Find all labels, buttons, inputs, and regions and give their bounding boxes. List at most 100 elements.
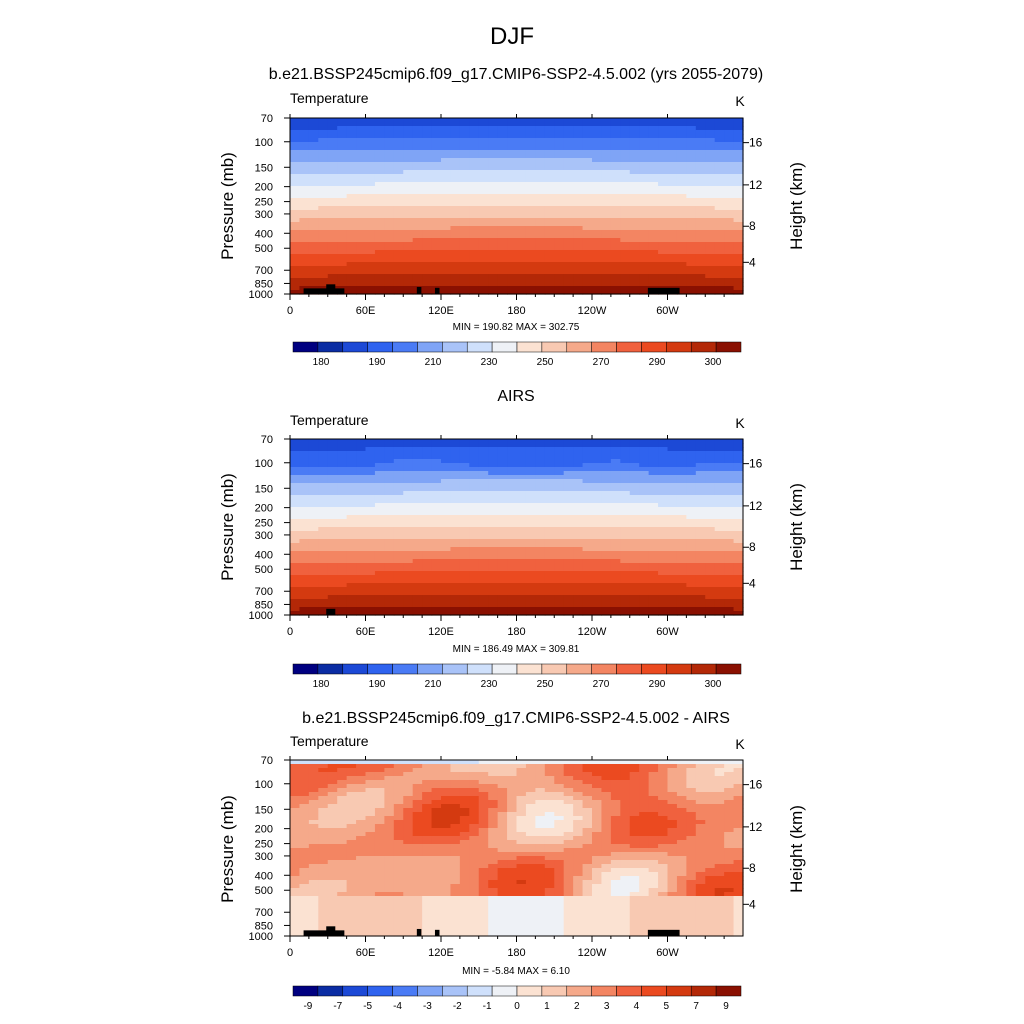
contour-cell [459,776,470,781]
contour-cell [535,230,546,235]
contour-cell [384,503,395,508]
contour-cell [365,475,376,480]
contour-cell [667,599,678,604]
contour-cell [658,495,669,500]
stats-label: MIN = 190.82 MAX = 302.75 [453,322,580,333]
contour-cell [695,278,706,283]
contour-cell [299,479,310,484]
contour-cell [459,443,470,448]
contour-cell [299,451,310,456]
contour-cell [648,499,659,504]
contour-cell [374,551,385,556]
contour-cell [299,792,310,797]
contour-cell [705,467,716,472]
contour-cell [686,278,697,283]
contour-cell [582,555,593,560]
contour-cell [686,246,697,251]
contour-cell [393,234,404,239]
contour-cell [620,126,631,131]
contour-cell [365,242,376,247]
contour-cell [705,507,716,512]
contour-cell [346,479,357,484]
contour-cell [695,218,706,223]
contour-cell [705,214,716,219]
contour-cell [469,174,480,179]
contour-cell [544,270,555,275]
contour-cell [393,459,404,464]
contour-cell [563,483,574,488]
contour-cell [648,567,659,572]
contour-cell [582,559,593,564]
contour-cell [724,286,735,291]
contour-cell [346,595,357,600]
contour-cell [403,499,414,504]
contour-cell [308,210,319,215]
contour-cell [516,146,527,151]
contour-cell [393,491,404,496]
contour-cell [450,571,461,576]
contour-cell [648,487,659,492]
colorbar-label: 270 [593,357,610,368]
contour-cell [648,800,659,805]
contour-cell [431,214,442,219]
contour-cell [705,210,716,215]
contour-cell [299,523,310,528]
contour-cell [554,583,565,588]
contour-cell [507,599,518,604]
contour-cell [412,270,423,275]
contour-cell [639,254,650,259]
contour-cell [705,579,716,584]
contour-cell [573,443,584,448]
contour-cell [573,495,584,500]
contour-cell [507,270,518,275]
contour-cell [563,611,574,616]
contour-cell [629,290,640,295]
contour-cell [308,463,319,468]
y-axis-label: Pressure (mb) [218,473,237,581]
colorbar-swatch [442,341,468,353]
contour-cell [497,130,508,135]
contour-cell [488,266,499,271]
contour-cell [658,274,669,279]
contour-cell [733,162,744,167]
contour-cell [733,190,744,195]
contour-cell [384,278,395,283]
contour-cell [724,186,735,191]
contour-cell [478,138,489,143]
contour-cell [365,443,376,448]
contour-cell [374,467,385,472]
contour-cell [620,499,631,504]
contour-cell [563,796,574,801]
contour-cell [601,471,612,476]
contour-cell [714,772,725,777]
contour-cell [403,511,414,516]
contour-cell [384,455,395,460]
contour-cell [563,575,574,580]
contour-cell [516,118,527,123]
contour-cell [478,282,489,287]
contour-cell [516,471,527,476]
contour-cell [554,290,565,295]
contour-cell [525,796,536,801]
contour-cell [356,206,367,211]
contour-cell [478,784,489,789]
contour-cell [658,768,669,773]
contour-cell [507,210,518,215]
contour-cell [648,178,659,183]
contour-cell [639,290,650,295]
contour-cell [714,764,725,769]
contour-cell [403,800,414,805]
contour-cell [308,475,319,480]
contour-cell [733,499,744,504]
contour-cell [290,519,301,524]
contour-cell [507,567,518,572]
contour-cell [299,118,310,123]
contour-cell [488,230,499,235]
contour-cell [488,439,499,444]
contour-cell [507,126,518,131]
contour-cell [365,776,376,781]
contour-cell [686,178,697,183]
contour-cell [488,206,499,211]
contour-cell [459,182,470,187]
contour-cell [346,130,357,135]
